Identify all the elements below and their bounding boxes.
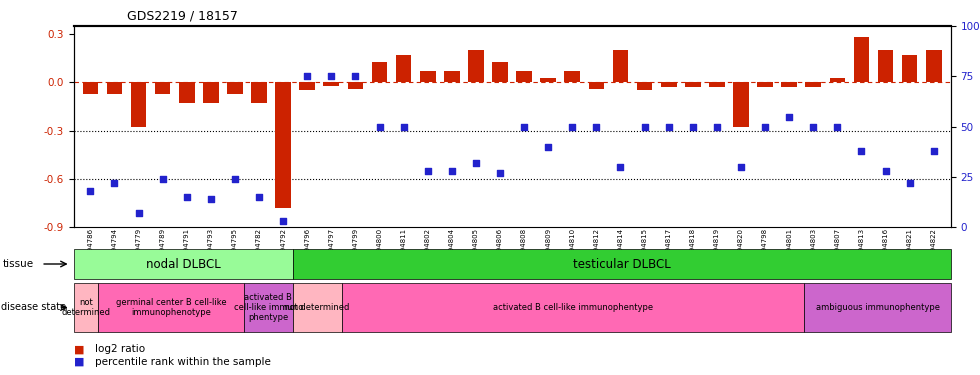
Point <box>661 124 676 130</box>
Bar <box>733 82 749 128</box>
Point <box>155 176 171 182</box>
Bar <box>444 71 460 82</box>
Text: tissue: tissue <box>3 259 34 269</box>
Point <box>227 176 243 182</box>
Text: activated B cell-like immunophentype: activated B cell-like immunophentype <box>493 303 653 312</box>
Bar <box>396 55 412 82</box>
Point <box>612 164 628 170</box>
Bar <box>348 82 364 89</box>
Bar <box>710 82 724 87</box>
Bar <box>492 62 508 82</box>
Point <box>540 144 556 150</box>
Point <box>926 148 942 154</box>
Point <box>323 74 339 80</box>
Point <box>419 168 435 174</box>
Point <box>829 124 845 130</box>
Point <box>251 194 267 200</box>
Point <box>275 218 291 224</box>
Text: log2 ratio: log2 ratio <box>95 345 145 354</box>
Bar <box>130 82 146 128</box>
Bar <box>227 82 243 94</box>
Point <box>564 124 580 130</box>
Bar <box>107 82 122 94</box>
Bar <box>419 71 435 82</box>
Point <box>516 124 532 130</box>
Bar <box>564 71 580 82</box>
Bar <box>637 82 653 90</box>
Point <box>179 194 195 200</box>
Bar <box>685 82 701 87</box>
Point <box>348 74 364 80</box>
Bar <box>203 82 219 103</box>
Text: GDS2219 / 18157: GDS2219 / 18157 <box>127 9 238 22</box>
Bar <box>82 82 98 94</box>
Point <box>733 164 749 170</box>
Point <box>130 210 146 216</box>
Point <box>107 180 122 186</box>
Bar <box>589 82 605 89</box>
Point <box>468 160 484 166</box>
Bar <box>323 82 339 86</box>
Point <box>758 124 773 130</box>
Point <box>444 168 460 174</box>
Bar <box>179 82 195 103</box>
Point <box>685 124 701 130</box>
Text: not
determined: not determined <box>61 298 110 317</box>
Text: percentile rank within the sample: percentile rank within the sample <box>95 357 270 367</box>
Point <box>878 168 894 174</box>
Point <box>203 196 219 202</box>
Point <box>637 124 653 130</box>
Text: ■: ■ <box>74 357 84 367</box>
Text: activated B
cell-like immuno
phentype: activated B cell-like immuno phentype <box>233 292 303 322</box>
Point <box>806 124 821 130</box>
Bar <box>806 82 821 87</box>
Bar <box>516 71 532 82</box>
Point <box>902 180 917 186</box>
Bar <box>878 50 894 82</box>
Text: ambiguous immunophentype: ambiguous immunophentype <box>815 303 940 312</box>
Bar <box>371 62 387 82</box>
Point <box>82 188 98 194</box>
Bar <box>758 82 773 87</box>
Point <box>300 74 316 80</box>
Point <box>781 114 797 120</box>
Point <box>709 124 724 130</box>
Bar <box>829 78 845 82</box>
Text: germinal center B cell-like
immunophenotype: germinal center B cell-like immunophenot… <box>116 298 226 317</box>
Text: disease state: disease state <box>1 303 66 312</box>
Bar <box>155 82 171 94</box>
Point <box>371 124 387 130</box>
Bar <box>661 82 676 87</box>
Bar <box>854 38 869 82</box>
Text: not determined: not determined <box>284 303 350 312</box>
Point <box>854 148 869 154</box>
Bar <box>612 50 628 82</box>
Text: nodal DLBCL: nodal DLBCL <box>146 258 220 270</box>
Bar <box>540 78 556 82</box>
Bar <box>926 50 942 82</box>
Bar <box>781 82 797 87</box>
Bar <box>300 82 315 90</box>
Text: ■: ■ <box>74 345 84 354</box>
Bar <box>902 55 917 82</box>
Point <box>492 170 508 176</box>
Bar <box>251 82 267 103</box>
Text: testicular DLBCL: testicular DLBCL <box>573 258 670 270</box>
Bar <box>468 50 484 82</box>
Point <box>396 124 412 130</box>
Point <box>589 124 605 130</box>
Bar <box>275 82 291 208</box>
